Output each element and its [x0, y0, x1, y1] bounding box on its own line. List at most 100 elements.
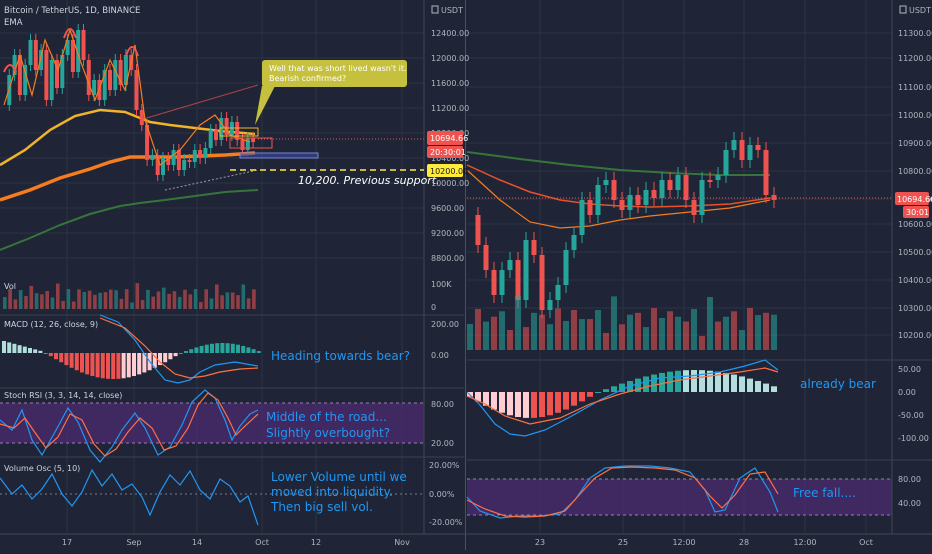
- right-candle: [491, 270, 497, 295]
- left-macd-histogram: [2, 341, 261, 379]
- left-macd-bar: [43, 353, 48, 354]
- left-candle: [81, 30, 86, 60]
- left-volume-bar: [66, 289, 71, 309]
- left-volume-bar: [45, 290, 49, 309]
- right-volume-bar: [539, 314, 545, 350]
- left-macd-bar: [116, 353, 121, 379]
- right-volume-bar: [523, 327, 529, 350]
- right-volume-bar: [531, 312, 537, 350]
- left-volosc-tick: -20.00%: [429, 518, 463, 527]
- right-candle: [755, 145, 761, 150]
- left-volume-bar: [177, 296, 182, 309]
- right-candle: [683, 175, 689, 200]
- right-candle: [603, 180, 609, 185]
- trend-line-upper: [139, 84, 259, 121]
- left-macd-bar: [256, 351, 261, 353]
- left-time-tick: Sep: [126, 538, 141, 547]
- left-candle: [33, 40, 38, 70]
- right-volume-bar: [587, 319, 593, 350]
- left-macd-bar: [59, 353, 64, 363]
- left-candle: [240, 140, 245, 150]
- right-stoch-tick: 80.00: [898, 475, 921, 484]
- top-arc: [63, 28, 77, 39]
- right-candle: [771, 195, 777, 200]
- ema-slow-line: [0, 189, 259, 251]
- right-stoch-d: [466, 466, 779, 518]
- right-candle: [547, 300, 553, 310]
- right-macd-tick: -50.00: [898, 411, 924, 420]
- left-macd-bar: [204, 344, 209, 353]
- stoch-band-left: [0, 403, 424, 443]
- left-macd-bar: [236, 344, 240, 353]
- right-volume-bar: [467, 324, 473, 350]
- right-volume-bar: [675, 316, 681, 350]
- right-price-tick: 10300.00: [898, 304, 932, 313]
- right-macd-bar: [507, 392, 513, 416]
- right-candle: [659, 180, 665, 198]
- left-price-tick: 100K: [431, 280, 452, 289]
- left-macd-bar: [199, 345, 204, 353]
- left-volume-bar: [119, 298, 124, 309]
- left-volume-bar: [124, 289, 129, 309]
- left-volosc-tick: 0.00%: [429, 490, 455, 499]
- left-volume-bar: [140, 299, 145, 309]
- left-candle: [123, 55, 128, 85]
- right-candle: [523, 240, 529, 300]
- currency-lock-icon-right: [899, 5, 907, 14]
- countdown-tag-left: [427, 146, 463, 158]
- left-macd-bar: [142, 353, 147, 373]
- right-price-tick: 10200.00: [898, 331, 932, 340]
- left-macd-bar: [64, 353, 69, 366]
- left-candle: [245, 138, 250, 150]
- left-candle: [108, 70, 112, 90]
- right-macd-bar: [771, 386, 777, 392]
- left-volume-bar: [56, 283, 60, 309]
- left-time-tick: Oct: [255, 538, 269, 547]
- left-candle: [113, 60, 118, 90]
- macd-note-right: already bear: [800, 377, 876, 391]
- right-volume-bars: [467, 296, 777, 350]
- left-macd-bar: [80, 353, 84, 373]
- right-macd-bar: [723, 372, 729, 392]
- right-candle: [723, 150, 729, 175]
- right-volume-bar: [755, 315, 761, 350]
- support-price-label: 10200.00: [430, 167, 468, 176]
- left-macd-bar: [69, 353, 74, 368]
- left-candle: [92, 80, 97, 95]
- left-price-tick: 9600.00: [431, 204, 464, 213]
- left-volume-bar: [61, 300, 65, 309]
- right-ema-fast: [466, 169, 771, 229]
- left-volume-bars: [3, 283, 256, 309]
- left-price-tick: 11600.00: [431, 79, 469, 88]
- right-candle: [507, 260, 513, 270]
- right-time-tick: 12:00: [672, 538, 695, 547]
- ema-mid-line: [0, 151, 256, 202]
- right-macd-bar: [619, 383, 625, 392]
- right-volume-bar: [483, 321, 489, 350]
- left-candle: [192, 150, 197, 162]
- left-volume-bar: [183, 289, 187, 309]
- right-candle: [475, 215, 481, 245]
- right-volume-bar: [475, 309, 481, 350]
- left-macd-signal: [99, 317, 259, 379]
- left-macd-line: [99, 314, 259, 384]
- right-candle: [555, 285, 561, 300]
- right-time-tick: 28: [739, 538, 749, 547]
- left-macd-bar: [54, 353, 58, 360]
- macd-note-left: Heading towards bear?: [271, 349, 410, 363]
- left-volume-bar: [50, 297, 55, 309]
- right-macd-bar: [643, 376, 649, 392]
- stoch-note-left-2: Slightly overbought?: [266, 426, 390, 440]
- right-candle: [667, 180, 673, 190]
- right-volume-bar: [699, 335, 705, 350]
- callout-box: [262, 60, 407, 87]
- right-macd-bar: [739, 376, 745, 392]
- left-macd-bar: [7, 342, 12, 353]
- left-macd-bar: [194, 347, 199, 353]
- stoch-note-right: Free fall....: [793, 486, 856, 500]
- left-macd-bar: [17, 345, 22, 353]
- left-candle: [235, 122, 240, 140]
- left-macd-bar: [173, 353, 178, 357]
